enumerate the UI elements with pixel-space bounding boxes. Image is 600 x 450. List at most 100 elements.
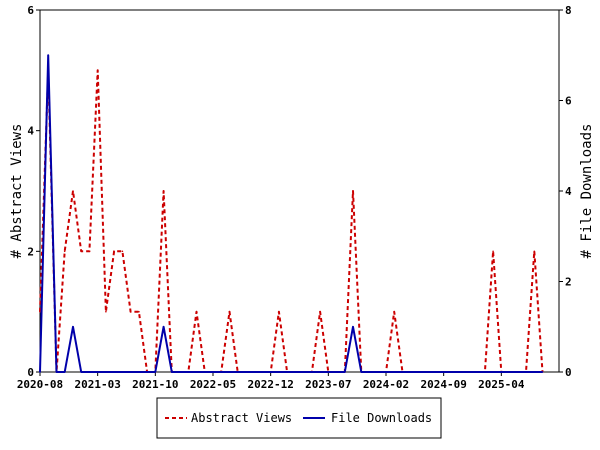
data-point-file-downloads bbox=[409, 371, 412, 373]
data-point-file-downloads bbox=[88, 371, 91, 373]
data-point-abstract-views bbox=[533, 250, 536, 253]
data-point-file-downloads bbox=[72, 326, 74, 328]
legend-label-abstract-views: Abstract Views bbox=[191, 411, 292, 425]
data-point-file-downloads bbox=[204, 371, 206, 373]
data-point-file-downloads bbox=[327, 371, 330, 373]
data-point-abstract-views bbox=[88, 250, 91, 253]
data-point-abstract-views bbox=[63, 250, 66, 253]
x-tick-label: 2024-09 bbox=[420, 378, 466, 391]
y-right-tick-label: 8 bbox=[565, 4, 572, 17]
data-point-file-downloads bbox=[335, 371, 338, 373]
data-point-file-downloads bbox=[533, 371, 536, 373]
data-point-abstract-views bbox=[278, 310, 280, 313]
y-right-tick-label: 0 bbox=[565, 366, 572, 379]
data-point-file-downloads bbox=[525, 371, 527, 373]
x-tick-label: 2023-07 bbox=[305, 378, 351, 391]
data-point-file-downloads bbox=[220, 371, 222, 373]
data-point-file-downloads bbox=[105, 371, 107, 373]
data-point-file-downloads bbox=[360, 371, 363, 373]
series-layer bbox=[39, 54, 544, 373]
data-point-file-downloads bbox=[541, 371, 544, 373]
data-point-file-downloads bbox=[434, 371, 437, 373]
data-point-file-downloads bbox=[442, 371, 445, 373]
data-point-file-downloads bbox=[171, 371, 173, 373]
x-tick-label: 2022-12 bbox=[247, 378, 293, 391]
data-point-file-downloads bbox=[467, 371, 470, 373]
data-point-file-downloads bbox=[63, 371, 66, 373]
y-left-tick-label: 6 bbox=[27, 4, 34, 17]
data-point-file-downloads bbox=[492, 371, 494, 373]
data-point-file-downloads bbox=[121, 371, 124, 373]
data-point-file-downloads bbox=[344, 371, 346, 373]
data-point-file-downloads bbox=[508, 371, 511, 373]
data-point-file-downloads bbox=[418, 371, 420, 373]
data-point-file-downloads bbox=[187, 371, 190, 373]
data-point-file-downloads bbox=[113, 371, 115, 373]
tick-labels: 0 2 4 6 0 2 4 6 8 2020-08 2021-03 2021-10 2022-05 202… bbox=[17, 4, 572, 391]
y-right-tick-label: 2 bbox=[565, 276, 572, 289]
y-axis-left-title: # Abstract Views bbox=[9, 124, 25, 259]
legend: Abstract Views File Downloads bbox=[156, 397, 442, 439]
data-point-file-downloads bbox=[47, 54, 49, 57]
data-point-file-downloads bbox=[146, 371, 148, 373]
data-point-abstract-views bbox=[80, 250, 82, 253]
data-point-abstract-views bbox=[319, 310, 321, 313]
x-tick-label: 2024-02 bbox=[363, 378, 409, 391]
y-left-tick-label: 4 bbox=[27, 125, 34, 138]
data-point-file-downloads bbox=[39, 371, 41, 373]
y-right-tick-label: 4 bbox=[565, 185, 572, 198]
data-point-file-downloads bbox=[459, 371, 461, 373]
data-point-abstract-views bbox=[129, 310, 132, 313]
data-point-file-downloads bbox=[138, 371, 140, 373]
y-left-tick-label: 2 bbox=[27, 245, 34, 258]
data-point-abstract-views bbox=[352, 190, 354, 192]
data-point-file-downloads bbox=[278, 371, 280, 373]
data-point-file-downloads bbox=[500, 371, 503, 373]
data-point-file-downloads bbox=[129, 371, 132, 373]
data-point-file-downloads bbox=[302, 371, 305, 373]
data-point-file-downloads bbox=[286, 371, 288, 373]
data-point-file-downloads bbox=[162, 326, 165, 328]
x-tick-label: 2025-04 bbox=[478, 378, 525, 391]
x-tick-label: 2021-10 bbox=[132, 378, 178, 391]
data-point-file-downloads bbox=[80, 371, 82, 373]
data-point-file-downloads bbox=[195, 371, 198, 373]
data-point-file-downloads bbox=[179, 371, 181, 373]
data-point-abstract-views bbox=[195, 310, 198, 313]
data-point-abstract-views bbox=[492, 250, 494, 253]
series-line-file-downloads bbox=[39, 54, 543, 373]
data-point-file-downloads bbox=[236, 371, 239, 373]
legend-box bbox=[156, 397, 442, 439]
data-point-file-downloads bbox=[319, 371, 321, 373]
x-tick-label: 2022-05 bbox=[190, 378, 236, 391]
y-left-tick-label: 0 bbox=[27, 366, 34, 379]
data-point-file-downloads bbox=[253, 371, 255, 373]
data-point-abstract-views bbox=[138, 310, 140, 313]
data-point-file-downloads bbox=[401, 371, 404, 373]
data-point-abstract-views bbox=[393, 310, 396, 313]
plot-frame bbox=[39, 9, 560, 373]
data-point-file-downloads bbox=[154, 371, 157, 373]
data-point-abstract-views bbox=[39, 310, 41, 313]
data-point-file-downloads bbox=[475, 371, 478, 373]
data-point-file-downloads bbox=[368, 371, 371, 373]
x-tick-label: 2021-03 bbox=[74, 378, 120, 391]
data-point-abstract-views bbox=[113, 250, 115, 253]
data-point-file-downloads bbox=[393, 371, 396, 373]
data-point-abstract-views bbox=[121, 250, 124, 253]
data-point-file-downloads bbox=[311, 371, 313, 373]
data-point-file-downloads bbox=[212, 371, 214, 373]
data-point-file-downloads bbox=[294, 371, 297, 373]
data-point-file-downloads bbox=[245, 371, 247, 373]
data-point-file-downloads bbox=[377, 371, 379, 373]
data-point-abstract-views bbox=[96, 69, 99, 72]
series-line-abstract-views bbox=[39, 69, 544, 373]
legend-label-file-downloads: File Downloads bbox=[331, 411, 432, 425]
axis-ticks bbox=[36, 9, 563, 376]
y-right-tick-label: 6 bbox=[565, 95, 572, 108]
data-point-file-downloads bbox=[352, 326, 354, 328]
data-point-file-downloads bbox=[55, 371, 58, 373]
data-point-file-downloads bbox=[269, 371, 272, 373]
data-point-file-downloads bbox=[385, 371, 387, 373]
